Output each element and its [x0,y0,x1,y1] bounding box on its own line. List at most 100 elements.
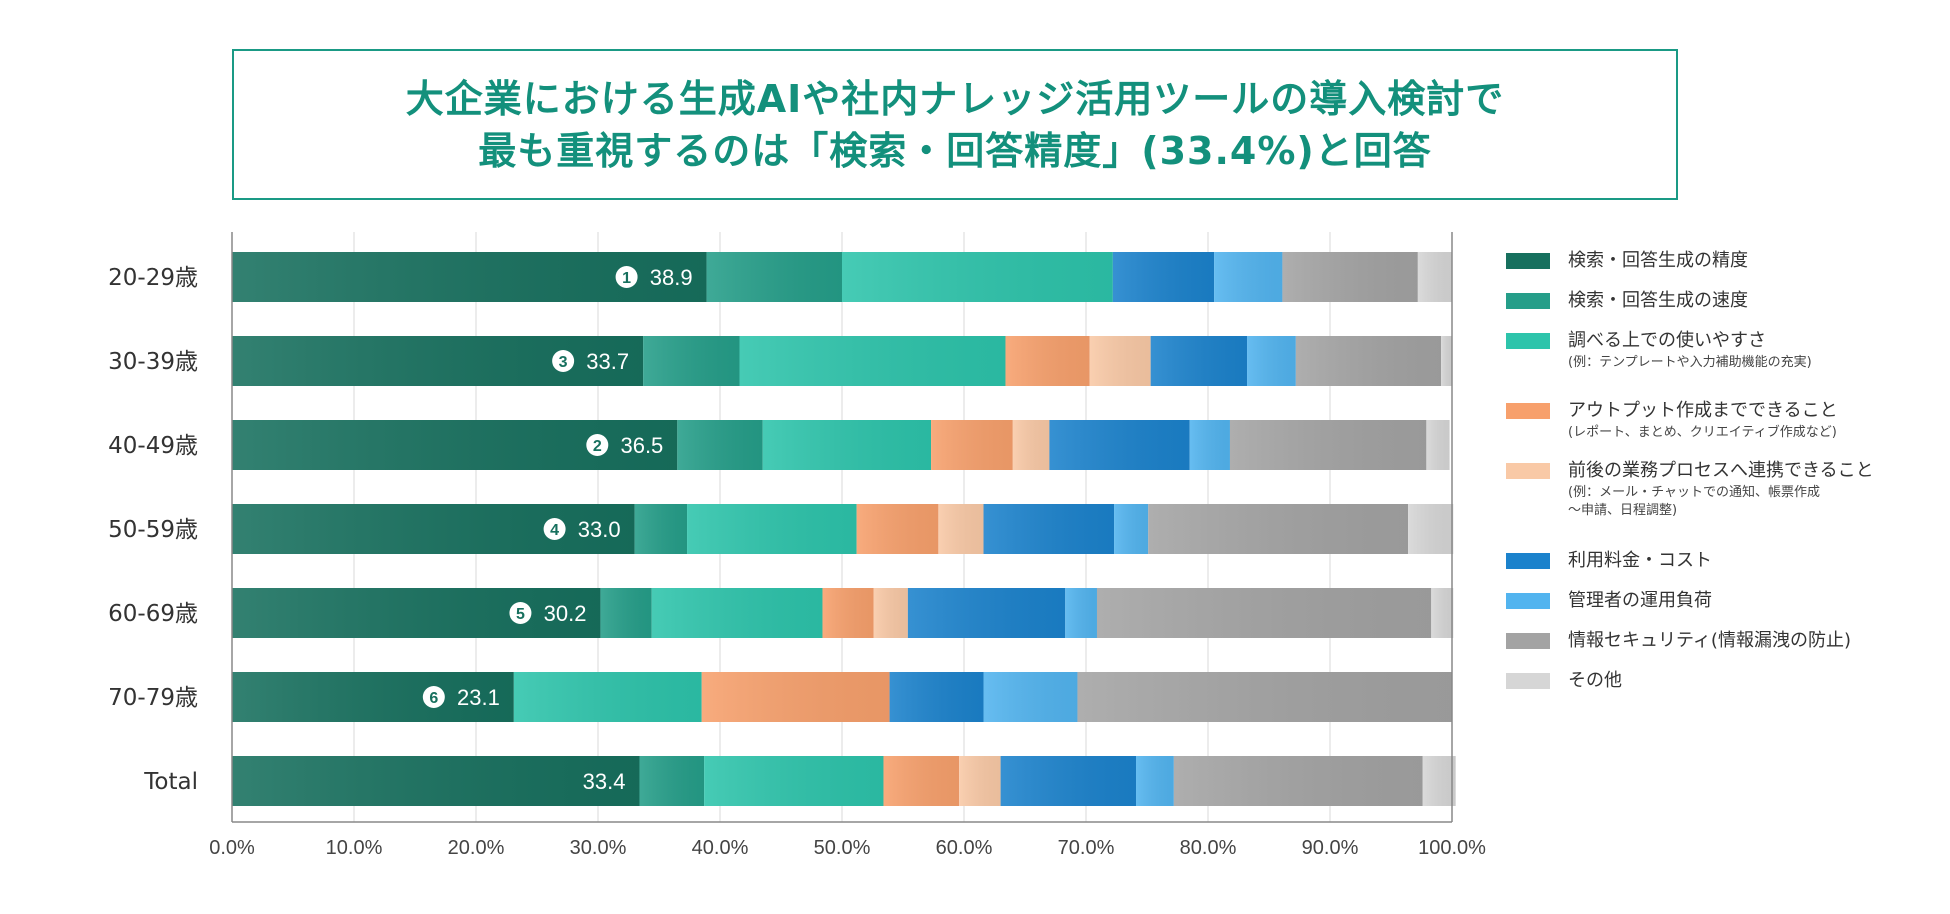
bar-segment-shade [600,588,652,638]
bar-segment-shade [1408,504,1454,554]
x-tick-label: 100.0% [1418,837,1486,859]
rank-badge [552,350,575,372]
bar-segment-shade [983,672,1078,722]
bar-segment-shade [687,504,857,554]
bar-segment-shade [1426,420,1450,470]
bar-segment-shade [232,672,514,722]
legend-label: 情報セキュリティ(情報漏洩の防止) [1568,630,1851,651]
x-tick-label: 50.0% [814,837,871,859]
bar-segment-shade [1229,420,1427,470]
legend-item: アウトプット作成までできること (レポート、まとめ、クリエイティブ作成など) [1506,398,1838,442]
category-label: 30-39歳 [108,349,198,375]
rank-badge-number: 5 [516,606,525,623]
rank-badge [543,518,566,540]
bar-segment-shade [1214,252,1283,302]
data-label: 33.7 [586,349,629,374]
bar-segment-shade [1417,252,1452,302]
x-tick-label: 60.0% [936,837,993,859]
legend-item: 情報セキュリティ(情報漏洩の防止) [1506,628,1851,654]
rank-badge-number: 3 [559,354,568,371]
bar-segment-shade [873,588,908,638]
legend-swatch [1506,293,1550,309]
legend-note: (例：メール・チャットでの通知、帳票作成 〜申請、日程調整) [1568,485,1820,518]
bar-segment-shade [704,756,884,806]
category-label: 20-29歳 [108,265,198,291]
bar-segment-shade [232,588,601,638]
bar-segment-shade [1282,252,1418,302]
x-tick-label: 30.0% [570,837,627,859]
bar-segment-shade [232,504,635,554]
bar-segment-shade [1295,336,1442,386]
bar-segment-shade [513,672,702,722]
category-label: 40-49歳 [108,433,198,459]
legend-label: 検索・回答生成の速度 [1568,290,1748,311]
rank-badge [615,266,638,288]
bar-segment-shade [931,420,1013,470]
legend-label: 前後の業務プロセスへ連携できること [1568,460,1874,481]
bar-segment-shade [1189,420,1230,470]
bar-segment-shade [677,420,763,470]
rank-badge-number: 4 [550,522,559,539]
bar-segment-shade [739,336,1006,386]
rank-badge-number: 6 [429,690,438,707]
bar-segment-shade [1000,756,1137,806]
bar-segment-shade [983,504,1115,554]
bar-segment-shade [1112,252,1215,302]
legend-label: 検索・回答生成の精度 [1568,250,1748,271]
bar-segment-shade [1173,756,1423,806]
x-tick-label: 70.0% [1058,837,1115,859]
legend-swatch [1506,553,1550,569]
legend-item: 検索・回答生成の精度 [1506,248,1748,274]
legend-item: 前後の業務プロセスへ連携できること (例：メール・チャットでの通知、帳票作成 〜申… [1506,458,1874,520]
legend-label: 利用料金・コスト [1568,550,1712,571]
bar-segment-shade [232,336,644,386]
rank-badge [422,686,445,708]
legend-item: 検索・回答生成の速度 [1506,288,1748,314]
bar-segment-shade [643,336,740,386]
legend-swatch [1506,673,1550,689]
bar-segment-shade [1089,336,1151,386]
legend-item: 管理者の運用負荷 [1506,588,1712,614]
axes: 0.0% 10.0% 20.0% 30.0% 40.0% 50.0% 60.0% 70.0% 8… [108,232,1486,859]
bar-segment-shade [1441,336,1452,386]
bar-segment-shade [842,252,1113,302]
data-label: 33.0 [578,517,621,542]
data-label: 23.1 [457,685,500,710]
category-label: 70-79歳 [108,685,198,711]
data-label: 36.5 [620,433,663,458]
legend-item: 調べる上での使いやすさ (例：テンプレートや入力補助機能の充実) [1506,328,1812,372]
title-line-2: 最も重視するのは「検索・回答精度」(33.4%)と回答 [478,128,1432,173]
bar-segment-shade [1422,756,1456,806]
legend-swatch [1506,253,1550,269]
bar-segment-shade [1049,420,1190,470]
x-tick-label: 90.0% [1302,837,1359,859]
bar-segment-shade [1431,588,1454,638]
data-label: 33.4 [583,769,626,794]
rank-badge [586,434,609,456]
legend-item: その他 [1506,668,1622,694]
bar-segment-shade [889,672,984,722]
bar-segment-shade [634,504,688,554]
bar-segment-shade [706,252,842,302]
bar-segment-shade [701,672,890,722]
bar-segment-shade [883,756,960,806]
data-label: 30.2 [544,601,587,626]
data-label: 38.9 [650,265,693,290]
bar-segment-shade [762,420,932,470]
category-label: Total [143,769,198,795]
legend-note: (例：テンプレートや入力補助機能の充実) [1568,355,1812,370]
rank-badge [509,602,532,624]
bar-segment-shade [938,504,984,554]
bar-segment-shade [856,504,939,554]
bars [232,252,1456,806]
legend-swatch [1506,463,1550,479]
legend-swatch [1506,593,1550,609]
rank-badge-number: 1 [622,270,631,287]
bar-segment-shade [1136,756,1174,806]
chart-title: 大企業における生成AIや社内ナレッジ活用ツールの導入検討で 最も重視するのは「検… [232,49,1678,200]
bar-segment-shade [1096,588,1432,638]
bar-segment-shade [1005,336,1090,386]
legend-label: その他 [1568,670,1622,691]
bar-segment-shade [1114,504,1149,554]
